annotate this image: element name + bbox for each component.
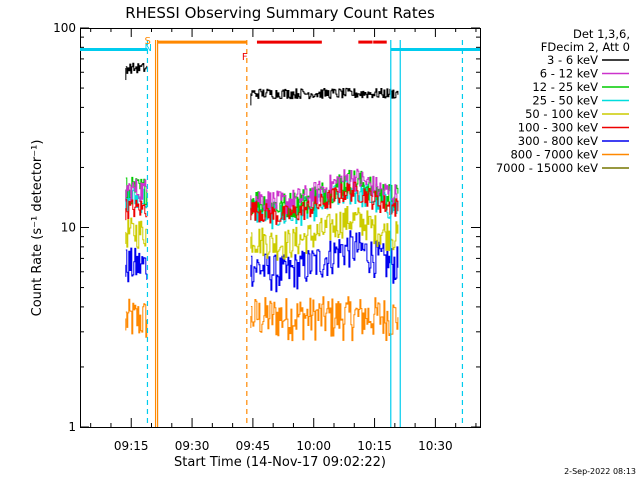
legend-label-3: 25 - 50 keV [532,94,598,108]
annotation-layer: SN F [80,36,480,427]
y-tick-label-0: 1 [68,420,76,434]
series-trace-800-7000keV-seg0 [125,298,148,338]
series-trace-100-300keV-seg0 [125,199,148,219]
series-trace-6-12keV-seg0 [125,179,148,203]
series-trace-100-300keV-seg1 [250,181,399,225]
chart-title: RHESSI Observing Summary Count Rates [125,4,435,22]
series-trace-300-800keV-seg1 [250,230,399,293]
legend-label-6: 300 - 800 keV [518,134,598,148]
legend-label-8: 7000 - 15000 keV [496,161,598,175]
legend-label-2: 12 - 25 keV [532,80,598,94]
series-trace-12-25keV-seg0 [125,176,148,206]
data-layer [125,62,399,342]
x-tick-label-4: 10:15 [357,439,392,453]
x-tick-label-1: 09:30 [175,439,210,453]
y-tick-label-2: 100 [53,21,76,35]
series-trace-50-100keV-seg1 [250,206,399,261]
x-tick-label-0: 09:15 [114,439,149,453]
x-tick-label-2: 09:45 [236,439,271,453]
series-trace-6-12keV-seg1 [250,168,399,215]
series-trace-800-7000keV-seg1 [250,296,399,342]
x-tick-label-3: 10:00 [296,439,331,453]
flag-label-N: N [144,43,151,54]
x-tick-label-5: 10:30 [418,439,453,453]
flag-label-F: F [242,52,248,63]
x-axis-label: Start Time (14-Nov-17 09:02:22) [174,455,386,470]
y-axis-label: Count Rate (s⁻¹ detector⁻¹) [30,140,45,317]
y-tick-label-1: 10 [61,221,76,235]
flag-label-S: S [144,36,150,47]
legend-header-line-2: FDecim 2, Att 0 [541,40,630,54]
footer-date-stamp: 2-Sep-2022 08:13 [564,467,636,476]
axis-layer: 1 10 100 09:15 09:30 09:45 10:00 10:15 10:30 [53,21,480,453]
legend-label-4: 50 - 100 keV [525,107,598,121]
series-trace-3-6keV-seg0 [125,62,148,74]
series-trace-50-100keV-seg0 [125,217,148,249]
legend-label-1: 6 - 12 keV [540,67,598,81]
legend-label-5: 100 - 300 keV [518,121,598,135]
series-trace-3-6keV-seg1 [250,87,399,100]
legend-label-7: 800 - 7000 keV [510,148,598,162]
legend-header-line-1: Det 1,3,6, [573,27,630,41]
series-trace-300-800keV-seg0 [125,247,148,283]
legend-label-0: 3 - 6 keV [547,53,598,67]
